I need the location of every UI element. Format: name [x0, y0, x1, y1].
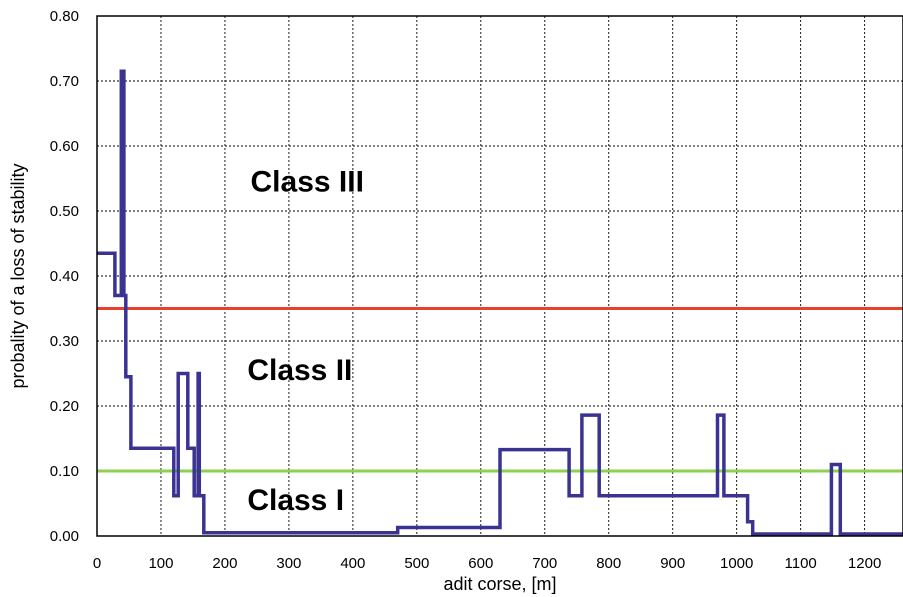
x-tick-label: 1100 — [785, 555, 817, 572]
x-tick-label: 700 — [532, 555, 557, 572]
x-axis-title: adit corse, [m] — [443, 574, 556, 594]
x-tick-label: 200 — [212, 555, 237, 572]
y-tick-labels: 0.00 0.10 0.20 0.30 0.40 0.50 0.60 0.70 0.80 — [50, 8, 79, 545]
y-tick-label: 0.70 — [50, 73, 79, 90]
y-tick-label: 0.60 — [50, 138, 79, 155]
x-tick-label: 900 — [660, 555, 685, 572]
threshold-lines — [97, 309, 903, 472]
y-tick-label: 0.50 — [50, 203, 79, 220]
y-axis-title: probality of a loss of stability — [8, 163, 28, 388]
x-tick-label: 400 — [340, 555, 365, 572]
x-tick-label: 100 — [148, 555, 173, 572]
class-label: Class II — [247, 354, 352, 387]
class-label: Class I — [247, 484, 344, 517]
y-tick-label: 0.40 — [50, 268, 79, 285]
x-tick-label: 600 — [468, 555, 493, 572]
series-line — [97, 71, 903, 534]
x-tick-label: 500 — [404, 555, 429, 572]
y-tick-label: 0.80 — [50, 8, 79, 25]
x-tick-label: 1000 — [720, 555, 753, 572]
x-tick-label: 1200 — [848, 555, 881, 572]
x-tick-labels: 0 100 200 300 400 500 600 700 800 900 1000 1100 1200 — [93, 555, 881, 572]
class-label: Class III — [251, 166, 364, 199]
x-tick-label: 0 — [93, 555, 101, 572]
y-tick-label: 0.00 — [50, 528, 79, 545]
series-group — [97, 71, 903, 534]
x-tick-label: 800 — [596, 555, 621, 572]
y-tick-label: 0.30 — [50, 333, 79, 350]
x-tick-label: 300 — [276, 555, 301, 572]
y-tick-label: 0.10 — [50, 463, 79, 480]
y-tick-label: 0.20 — [50, 398, 79, 415]
